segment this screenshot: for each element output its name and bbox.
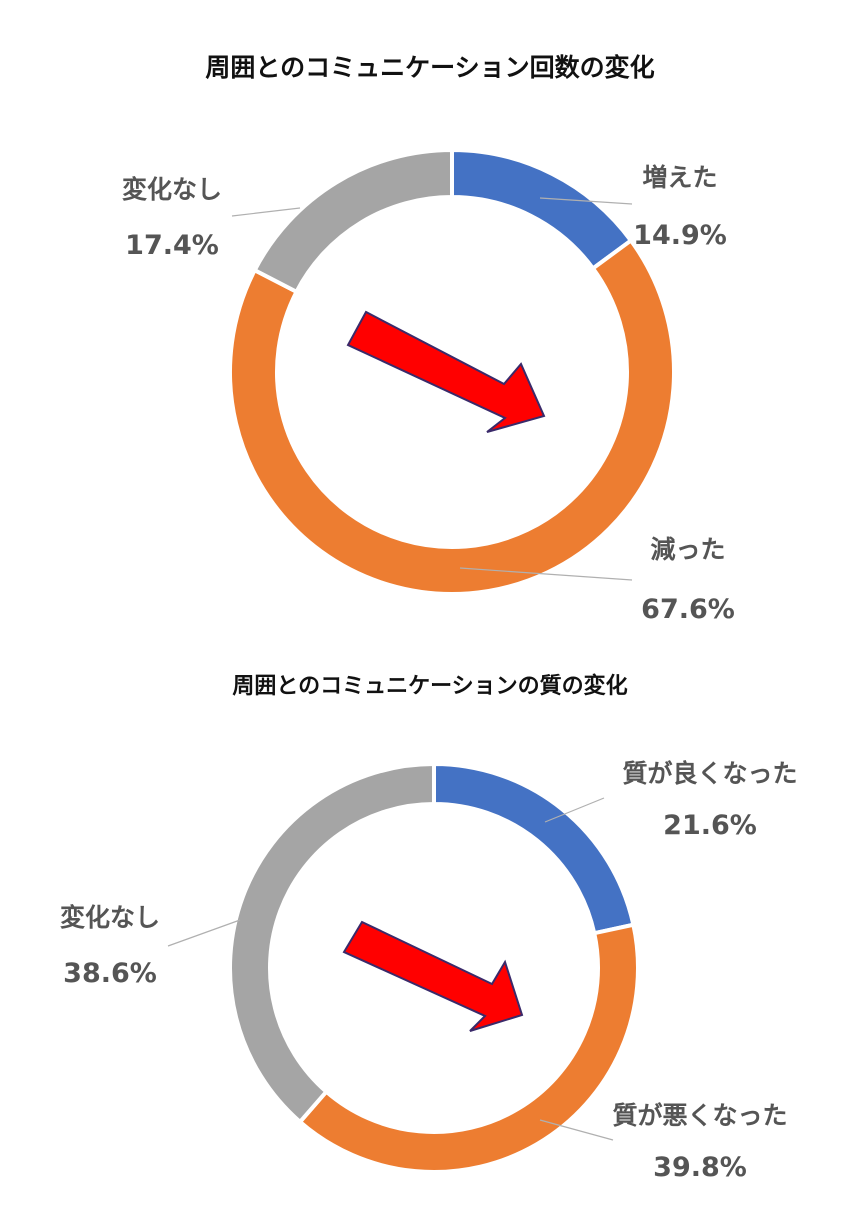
red-arrow-icon: [346, 310, 546, 433]
category-label: 増えた: [642, 163, 717, 192]
value-label: 39.8%: [653, 1152, 747, 1183]
category-label: 減った: [650, 535, 725, 564]
value-label: 21.6%: [663, 810, 757, 841]
leader-line: [544, 797, 605, 823]
category-label: 質が悪くなった: [612, 1101, 787, 1130]
leader-line: [231, 207, 301, 217]
leader-line: [167, 919, 241, 947]
slice-1: [432, 761, 636, 936]
leader-line: [459, 567, 633, 581]
category-label: 変化なし: [122, 175, 222, 204]
value-label: 17.4%: [125, 230, 219, 261]
category-label: 質が良くなった: [622, 759, 797, 788]
chart-title: 周囲とのコミュニケーションの質の変化: [232, 673, 627, 699]
slice-3: [228, 761, 436, 1125]
slice-2: [297, 922, 640, 1174]
chart-title: 周囲とのコミュニケーション回数の変化: [205, 53, 654, 82]
category-label: 変化なし: [60, 903, 160, 932]
slice-1: [450, 147, 634, 272]
leader-line: [539, 1119, 614, 1141]
value-label: 14.9%: [633, 220, 727, 251]
value-label: 67.6%: [641, 594, 735, 625]
value-label: 38.6%: [63, 958, 157, 989]
leader-line: [539, 197, 633, 205]
red-arrow-icon: [342, 920, 524, 1032]
slice-3: [252, 147, 454, 295]
slice-2: [228, 237, 676, 596]
